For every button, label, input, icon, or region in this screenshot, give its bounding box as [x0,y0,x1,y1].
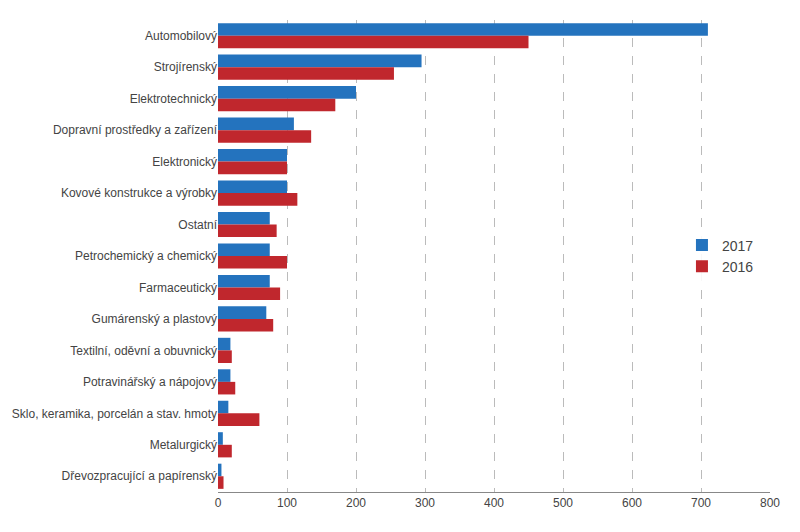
svg-text:Metalurgický: Metalurgický [150,438,217,452]
svg-text:Elektronický: Elektronický [152,155,217,169]
svg-text:Sklo, keramika, porcelán a sta: Sklo, keramika, porcelán a stav. hmoty [12,407,217,421]
svg-text:Gumárenský a plastový: Gumárenský a plastový [92,312,217,326]
svg-text:Textilní, oděvní a obuvnický: Textilní, oděvní a obuvnický [70,344,217,358]
svg-text:Potravinářský a nápojový: Potravinářský a nápojový [83,375,217,389]
svg-text:2016: 2016 [722,259,753,275]
svg-text:Petrochemický a chemický: Petrochemický a chemický [75,249,217,263]
svg-text:500: 500 [553,496,573,510]
svg-text:300: 300 [415,496,435,510]
svg-text:800: 800 [760,496,780,510]
svg-text:Dopravní prostředky a zařízení: Dopravní prostředky a zařízení [53,123,218,137]
svg-text:Automobilový: Automobilový [145,29,217,43]
svg-text:Elektrotechnický: Elektrotechnický [130,92,217,106]
svg-text:2017: 2017 [722,238,753,254]
svg-text:100: 100 [277,496,297,510]
svg-text:Dřevozpracující a papírenský: Dřevozpracující a papírenský [62,469,217,483]
svg-text:Strojírenský: Strojírenský [154,60,217,74]
svg-text:Ostatní: Ostatní [178,218,217,232]
svg-text:600: 600 [622,496,642,510]
svg-text:Farmaceutický: Farmaceutický [139,281,217,295]
svg-text:200: 200 [346,496,366,510]
svg-text:400: 400 [484,496,504,510]
svg-text:700: 700 [691,496,711,510]
svg-text:Kovové konstrukce a výrobky: Kovové konstrukce a výrobky [61,186,217,200]
svg-text:0: 0 [215,496,222,510]
